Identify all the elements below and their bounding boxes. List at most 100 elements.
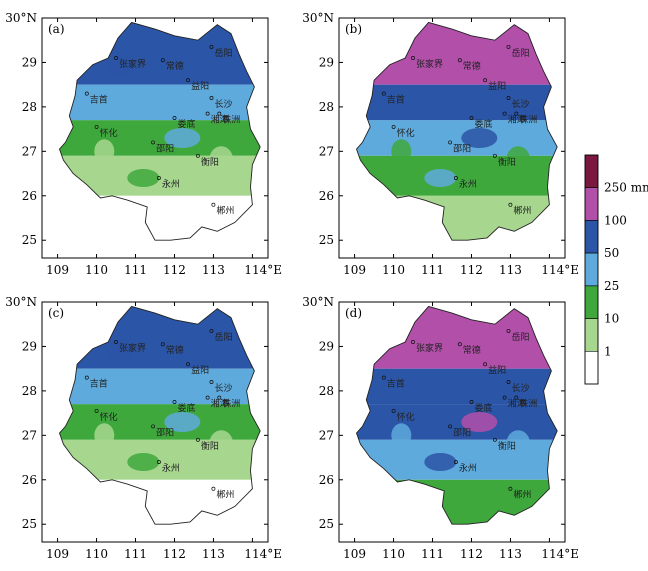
- city-marker: [114, 56, 118, 60]
- y-tick-label: 29: [22, 339, 37, 353]
- city-label: 长沙: [512, 382, 530, 394]
- city-marker: [506, 328, 511, 333]
- rain-patch: [461, 412, 498, 432]
- city-marker: [209, 44, 214, 49]
- y-tick-label: 29: [319, 55, 334, 69]
- x-tick-label: 110: [382, 263, 405, 277]
- city-marker: [506, 96, 511, 100]
- city-label: 常德: [463, 344, 481, 356]
- province-boundary: [355, 21, 558, 241]
- city-marker: [492, 153, 497, 158]
- colorbar-swatch: [584, 187, 599, 221]
- city-marker: [448, 424, 453, 429]
- city-marker: [508, 486, 513, 491]
- city-label: 怀化: [100, 411, 118, 423]
- x-tick-label: 110: [85, 263, 108, 277]
- city-label: 湘潭: [211, 114, 229, 126]
- rainfall-shading: [59, 22, 261, 241]
- y-tick-label: 26: [22, 473, 37, 487]
- y-tick-label: 28: [22, 100, 37, 114]
- city-label: 娄底: [475, 118, 493, 130]
- city-label: 郴州: [513, 489, 531, 501]
- x-tick-label: 109: [46, 263, 69, 277]
- city-label: 郴州: [216, 205, 234, 217]
- city-marker: [453, 176, 458, 180]
- y-tick-label: 30°N: [5, 11, 37, 25]
- city-marker: [514, 111, 519, 116]
- rain-patch: [506, 430, 531, 459]
- city-label: 永州: [459, 462, 477, 474]
- y-tick-label: 26: [319, 473, 334, 487]
- city-marker: [160, 58, 165, 63]
- x-tick-label: 114°E: [541, 547, 579, 561]
- rain-patch: [506, 146, 531, 175]
- city-marker: [211, 486, 216, 491]
- city-marker: [514, 395, 519, 400]
- colorbar-swatch: [584, 154, 599, 189]
- city-label: 长沙: [215, 382, 233, 394]
- y-tick-label: 28: [22, 384, 37, 398]
- colorbar-label: 250 mm: [604, 181, 648, 195]
- x-tick-label: 113: [202, 263, 225, 277]
- y-tick-label: 27: [22, 428, 37, 442]
- x-tick-label: 114°E: [244, 263, 282, 277]
- y-tick-label: 30°N: [302, 295, 334, 309]
- colorbar-swatch: [584, 252, 599, 287]
- city-label: 湘潭: [508, 398, 526, 410]
- x-tick-label: 111: [421, 547, 444, 561]
- city-label: 衡阳: [498, 156, 516, 168]
- x-tick-label: 113: [499, 263, 522, 277]
- city-marker: [151, 424, 156, 429]
- city-marker: [160, 342, 165, 347]
- panel-label: (a): [48, 22, 65, 36]
- rain-patch: [164, 412, 201, 432]
- city-marker: [156, 176, 161, 180]
- city-label: 吉首: [90, 378, 108, 390]
- province-boundary: [355, 305, 558, 525]
- map-frame: [338, 17, 566, 259]
- city-marker: [411, 340, 415, 344]
- x-tick-label: 110: [382, 547, 405, 561]
- rain-patch: [391, 139, 412, 164]
- rain-patch: [164, 128, 201, 148]
- rain-patch: [94, 423, 115, 448]
- city-marker: [195, 153, 200, 158]
- rain-patch: [461, 128, 498, 148]
- city-label: 常德: [166, 344, 184, 356]
- colorbar-label: 25: [604, 279, 619, 293]
- city-label: 吉首: [90, 94, 108, 106]
- city-label: 衡阳: [201, 156, 219, 168]
- rain-patch: [105, 341, 134, 360]
- city-label: 岳阳: [215, 47, 233, 59]
- city-marker: [186, 78, 191, 83]
- x-tick-label: 109: [343, 547, 366, 561]
- province-boundary: [58, 305, 261, 525]
- map-frame: [338, 301, 566, 543]
- city-label: 张家界: [119, 58, 146, 70]
- city-label: 岳阳: [512, 331, 530, 343]
- y-tick-label: 26: [22, 189, 37, 203]
- city-label: 张家界: [416, 58, 443, 70]
- city-label: 长沙: [512, 98, 530, 110]
- city-label: 益阳: [488, 364, 506, 376]
- rain-patch: [402, 341, 431, 360]
- rain-patch: [127, 169, 160, 187]
- y-tick-label: 29: [22, 55, 37, 69]
- x-tick-label: 112: [460, 547, 483, 561]
- city-marker: [492, 437, 497, 442]
- y-tick-label: 27: [319, 144, 334, 158]
- panel-label: (b): [345, 22, 362, 36]
- y-tick-label: 25: [319, 517, 334, 531]
- city-marker: [469, 400, 474, 404]
- rain-patch: [209, 146, 234, 175]
- y-tick-label: 27: [319, 428, 334, 442]
- city-marker: [453, 460, 458, 464]
- panel-label: (d): [345, 306, 362, 320]
- city-marker: [448, 140, 453, 145]
- city-label: 吉首: [387, 378, 405, 390]
- y-tick-label: 28: [319, 100, 334, 114]
- city-label: 株洲: [519, 114, 537, 126]
- city-marker: [217, 395, 222, 400]
